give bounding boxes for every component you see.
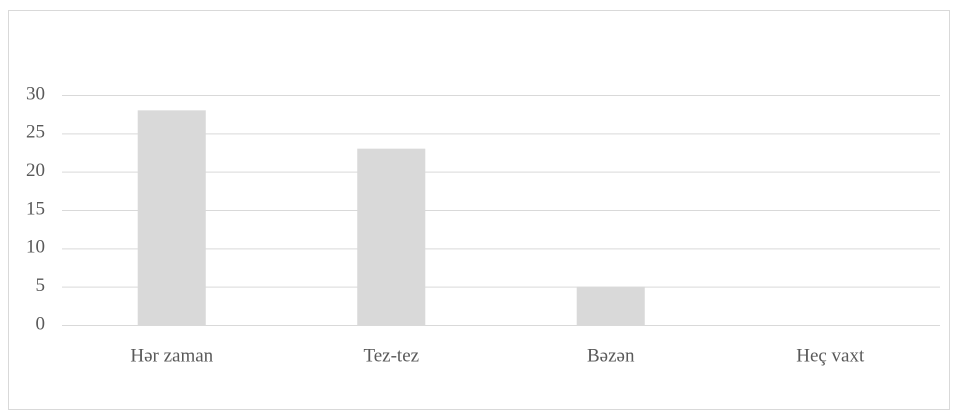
y-tick-label: 5 — [36, 275, 46, 296]
y-tick-label: 30 — [26, 83, 45, 104]
y-tick-label: 10 — [26, 237, 45, 258]
x-tick-label: Hər zaman — [130, 345, 213, 366]
y-tick-label: 25 — [26, 122, 45, 143]
bar — [576, 286, 645, 325]
x-tick-label: Heç vaxt — [796, 345, 865, 366]
x-tick-label: Bəzən — [587, 345, 635, 366]
bar — [137, 110, 206, 325]
y-tick-label: 20 — [26, 160, 45, 181]
x-tick-label: Tez-tez — [363, 345, 419, 366]
y-tick-label: 0 — [36, 313, 46, 334]
y-tick-label: 15 — [26, 198, 45, 219]
bar — [357, 148, 426, 325]
